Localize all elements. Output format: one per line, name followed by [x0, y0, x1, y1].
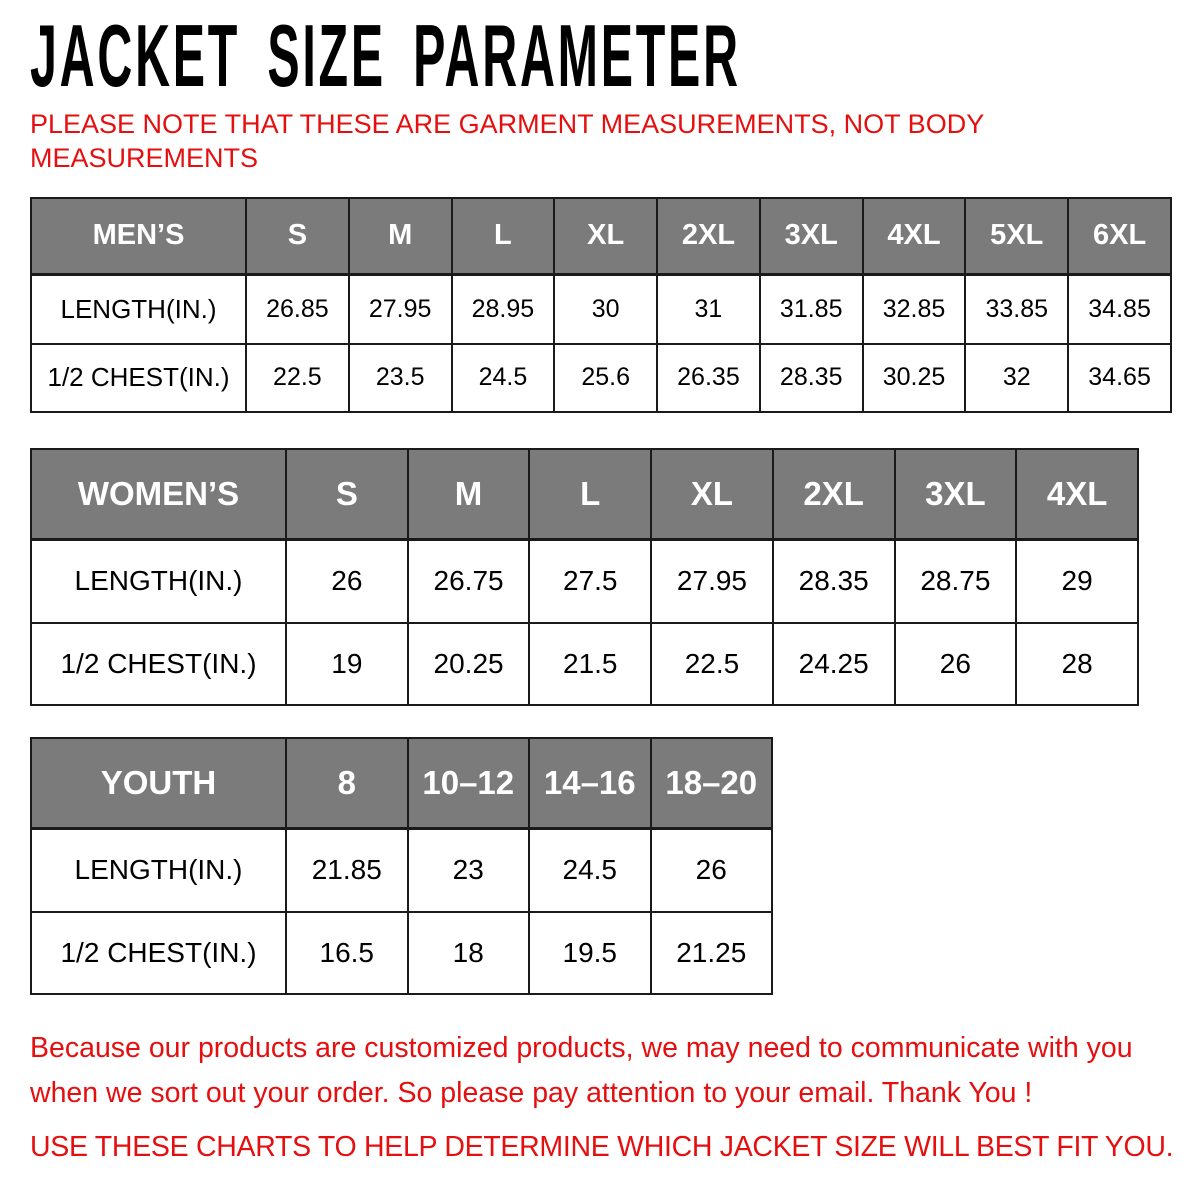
size-header-cell: 2XL — [656, 197, 761, 276]
table-title-cell: WOMEN’S — [30, 448, 287, 541]
value-cell: 34.85 — [1067, 273, 1172, 345]
womens-chest-row: 1/2 CHEST(IN.) 19 20.25 21.5 22.5 24.25 … — [30, 621, 1139, 707]
value-cell: 23 — [406, 827, 530, 913]
size-header-cell: 4XL — [861, 197, 967, 276]
row-label-cell: LENGTH(IN.) — [30, 827, 287, 913]
size-header-cell: 4XL — [1015, 448, 1139, 541]
row-label-cell: 1/2 CHEST(IN.) — [30, 910, 287, 996]
size-header-cell: M — [406, 448, 531, 541]
womens-header-row: WOMEN’S S M L XL 2XL 3XL 4XL — [30, 448, 1139, 541]
value-cell: 19.5 — [528, 910, 652, 996]
size-header-cell: L — [528, 448, 653, 541]
value-cell: 26 — [285, 538, 409, 624]
value-cell: 26.85 — [245, 273, 350, 345]
value-cell: 24.5 — [528, 827, 652, 913]
youth-chest-row: 1/2 CHEST(IN.) 16.5 18 19.5 21.25 — [30, 910, 773, 996]
size-header-cell: 14–16 — [528, 737, 652, 830]
value-cell: 28.75 — [893, 538, 1018, 624]
size-header-cell: 2XL — [771, 448, 896, 541]
size-header-cell: S — [285, 448, 409, 541]
value-cell: 16.5 — [285, 910, 409, 996]
value-cell: 27.95 — [347, 273, 453, 345]
page-title: JACKET SIZE PARAMETER — [30, 6, 741, 105]
youth-size-table: YOUTH 8 10–12 14–16 18–20 LENGTH(IN.) 21… — [30, 737, 773, 996]
value-cell: 24.25 — [771, 621, 896, 707]
value-cell: 26.75 — [406, 538, 531, 624]
size-header-cell: 8 — [285, 737, 409, 830]
value-cell: 28.95 — [450, 273, 556, 345]
size-header-cell: M — [347, 197, 453, 276]
value-cell: 21.25 — [649, 910, 773, 996]
value-cell: 25.6 — [553, 342, 659, 414]
value-cell: 23.5 — [347, 342, 453, 414]
size-header-cell: 18–20 — [649, 737, 773, 830]
garment-measurement-note: PLEASE NOTE THAT THESE ARE GARMENT MEASU… — [30, 109, 985, 173]
value-cell: 34.65 — [1067, 342, 1172, 414]
value-cell: 26 — [649, 827, 773, 913]
value-cell: 22.5 — [650, 621, 774, 707]
value-cell: 30.25 — [861, 342, 967, 414]
row-label-cell: LENGTH(IN.) — [30, 538, 287, 624]
size-header-cell: XL — [553, 197, 659, 276]
youth-header-row: YOUTH 8 10–12 14–16 18–20 — [30, 737, 773, 830]
value-cell: 20.25 — [406, 621, 531, 707]
value-cell: 32 — [964, 342, 1070, 414]
mens-header-row: MEN’S S M L XL 2XL 3XL 4XL 5XL 6XL — [30, 197, 1172, 276]
size-header-cell: 5XL — [964, 197, 1070, 276]
row-label-cell: 1/2 CHEST(IN.) — [30, 342, 247, 414]
womens-size-table: WOMEN’S S M L XL 2XL 3XL 4XL LENGTH(IN.)… — [30, 448, 1139, 707]
row-label-cell: 1/2 CHEST(IN.) — [30, 621, 287, 707]
value-cell: 24.5 — [450, 342, 556, 414]
womens-length-row: LENGTH(IN.) 26 26.75 27.5 27.95 28.35 28… — [30, 538, 1139, 624]
value-cell: 28.35 — [758, 342, 864, 414]
womens-table: WOMEN’S S M L XL 2XL 3XL 4XL LENGTH(IN.)… — [30, 448, 1139, 707]
mens-chest-row: 1/2 CHEST(IN.) 22.5 23.5 24.5 25.6 26.35… — [30, 342, 1172, 414]
value-cell: 31.85 — [758, 273, 864, 345]
value-cell: 31 — [656, 273, 761, 345]
value-cell: 32.85 — [861, 273, 967, 345]
value-cell: 27.95 — [650, 538, 774, 624]
size-header-cell: L — [450, 197, 556, 276]
value-cell: 18 — [406, 910, 530, 996]
size-header-cell: 3XL — [758, 197, 864, 276]
mens-size-table: MEN’S S M L XL 2XL 3XL 4XL 5XL 6XL LENGT… — [30, 197, 1172, 414]
value-cell: 28 — [1015, 621, 1139, 707]
value-cell: 26.35 — [656, 342, 761, 414]
chart-usage-instruction: USE THESE CHARTS TO HELP DETERMINE WHICH… — [30, 1131, 1174, 1163]
mens-length-row: LENGTH(IN.) 26.85 27.95 28.95 30 31 31.8… — [30, 273, 1172, 345]
value-cell: 19 — [285, 621, 409, 707]
size-header-cell: 3XL — [893, 448, 1018, 541]
mens-table: MEN’S S M L XL 2XL 3XL 4XL 5XL 6XL LENGT… — [30, 197, 1172, 414]
customization-notice: Because our products are customized prod… — [30, 1032, 1133, 1110]
value-cell: 30 — [553, 273, 659, 345]
value-cell: 27.5 — [528, 538, 653, 624]
youth-table: YOUTH 8 10–12 14–16 18–20 LENGTH(IN.) 21… — [30, 737, 773, 996]
table-title-cell: MEN’S — [30, 197, 247, 276]
value-cell: 21.85 — [285, 827, 409, 913]
row-label-cell: LENGTH(IN.) — [30, 273, 247, 345]
size-header-cell: 6XL — [1067, 197, 1172, 276]
table-title-cell: YOUTH — [30, 737, 287, 830]
value-cell: 28.35 — [771, 538, 896, 624]
value-cell: 29 — [1015, 538, 1139, 624]
value-cell: 21.5 — [528, 621, 653, 707]
size-header-cell: 10–12 — [406, 737, 530, 830]
value-cell: 26 — [893, 621, 1018, 707]
size-header-cell: S — [245, 197, 350, 276]
value-cell: 22.5 — [245, 342, 350, 414]
value-cell: 33.85 — [964, 273, 1070, 345]
youth-length-row: LENGTH(IN.) 21.85 23 24.5 26 — [30, 827, 773, 913]
size-header-cell: XL — [650, 448, 774, 541]
